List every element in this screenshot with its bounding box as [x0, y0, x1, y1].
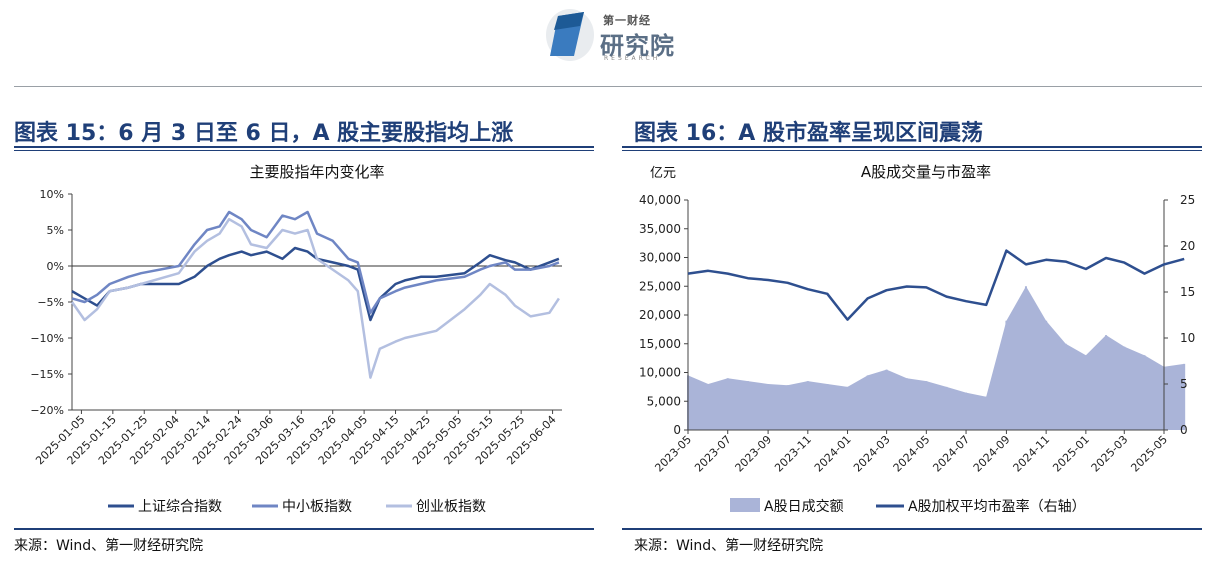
header-divider	[14, 86, 1202, 87]
index-change-chart: 主要股指年内变化率10%5%0%−5%−10%−15%−20%2025-01-0…	[30, 163, 562, 515]
x-tick-label: 2024-07	[930, 433, 972, 475]
y-axis-unit: 亿元	[650, 166, 676, 181]
x-tick-label: 2023-09	[733, 433, 775, 475]
y-tick-label: 15,000	[639, 337, 681, 351]
logo-main-text: 研究院	[600, 32, 675, 60]
legend-label-3: 创业板指数	[416, 499, 486, 515]
y-tick-label: 25,000	[639, 279, 681, 293]
y-tick-label: −10%	[30, 332, 64, 345]
pe-ratio-line	[687, 249, 1185, 321]
x-tick-label: 2024-09	[971, 433, 1013, 475]
turnover-pe-chart: A股成交量与市盈率 亿元 40,000 35,000 30,000 25,000 20,00…	[639, 163, 1195, 515]
x-tick-label: 2024-05	[891, 433, 933, 475]
y-tick-label: 5,000	[647, 394, 681, 408]
research-institute-logo	[546, 9, 594, 61]
y-tick-label: 40,000	[639, 193, 681, 207]
y2-tick-label: 15	[1180, 285, 1195, 299]
y-tick-label: 30,000	[639, 251, 681, 265]
y-tick-label: −5%	[37, 296, 64, 309]
figure-16-title: 图表 16：A 股市盈率呈现区间震荡	[634, 121, 983, 146]
figure-16-source: 来源：Wind、第一财经研究院	[634, 538, 824, 554]
y-tick-label: 10,000	[639, 366, 681, 380]
x-tick-label: 2025-01	[1050, 433, 1092, 475]
legend-label-1: 上证综合指数	[138, 499, 222, 515]
turnover-area	[688, 286, 1185, 430]
series-line-2	[71, 210, 560, 315]
legend-label-turnover: A股日成交额	[764, 498, 844, 515]
figure-15-source: 来源：Wind、第一财经研究院	[14, 538, 204, 554]
legend-label-2: 中小板指数	[282, 499, 352, 515]
x-tick-label: 2023-11	[772, 433, 814, 475]
logo-top-text: 第一财经	[603, 14, 651, 27]
figure-16-title-rule	[622, 146, 1202, 148]
y-tick-label: −20%	[30, 404, 64, 417]
x-tick-label: 2023-05	[652, 433, 694, 475]
y2-tick-label: 0	[1180, 423, 1188, 437]
y2-tick-label: 10	[1180, 331, 1195, 345]
x-tick-label: 2025-03	[1089, 433, 1131, 475]
x-tick-label: 2024-01	[812, 433, 854, 475]
y2-tick-label: 25	[1180, 193, 1195, 207]
y2-tick-label: 5	[1180, 377, 1188, 391]
series-line-3	[70, 217, 560, 379]
x-tick-label: 2023-07	[692, 433, 734, 475]
logo-sub-text: RESEARCH	[604, 55, 661, 62]
figure-16-source-rule	[622, 528, 1202, 530]
y-tick-label: 35,000	[639, 222, 681, 236]
y-tick-label: 10%	[40, 188, 64, 201]
x-tick-label: 2025-05	[1128, 433, 1170, 475]
legend-swatch-turnover	[730, 498, 760, 512]
x-tick-label: 2024-03	[851, 433, 893, 475]
x-tick-label: 2024-11	[1011, 433, 1053, 475]
chart-title: 主要股指年内变化率	[249, 163, 384, 181]
y-tick-label: −15%	[30, 368, 64, 381]
legend-label-pe: A股加权平均市盈率（右轴）	[908, 498, 1086, 515]
y2-tick-label: 20	[1180, 239, 1195, 253]
y-tick-label: 20,000	[639, 308, 681, 322]
y-tick-label: 0	[673, 423, 681, 437]
y-tick-label: 0%	[47, 260, 64, 273]
y-tick-label: 5%	[47, 224, 64, 237]
figure-15-source-rule	[14, 528, 594, 530]
figure-15-title-rule	[14, 146, 594, 148]
figure-15-title: 图表 15：6 月 3 日至 6 日，A 股主要股指均上涨	[14, 121, 514, 146]
chart-title: A股成交量与市盈率	[861, 163, 991, 181]
